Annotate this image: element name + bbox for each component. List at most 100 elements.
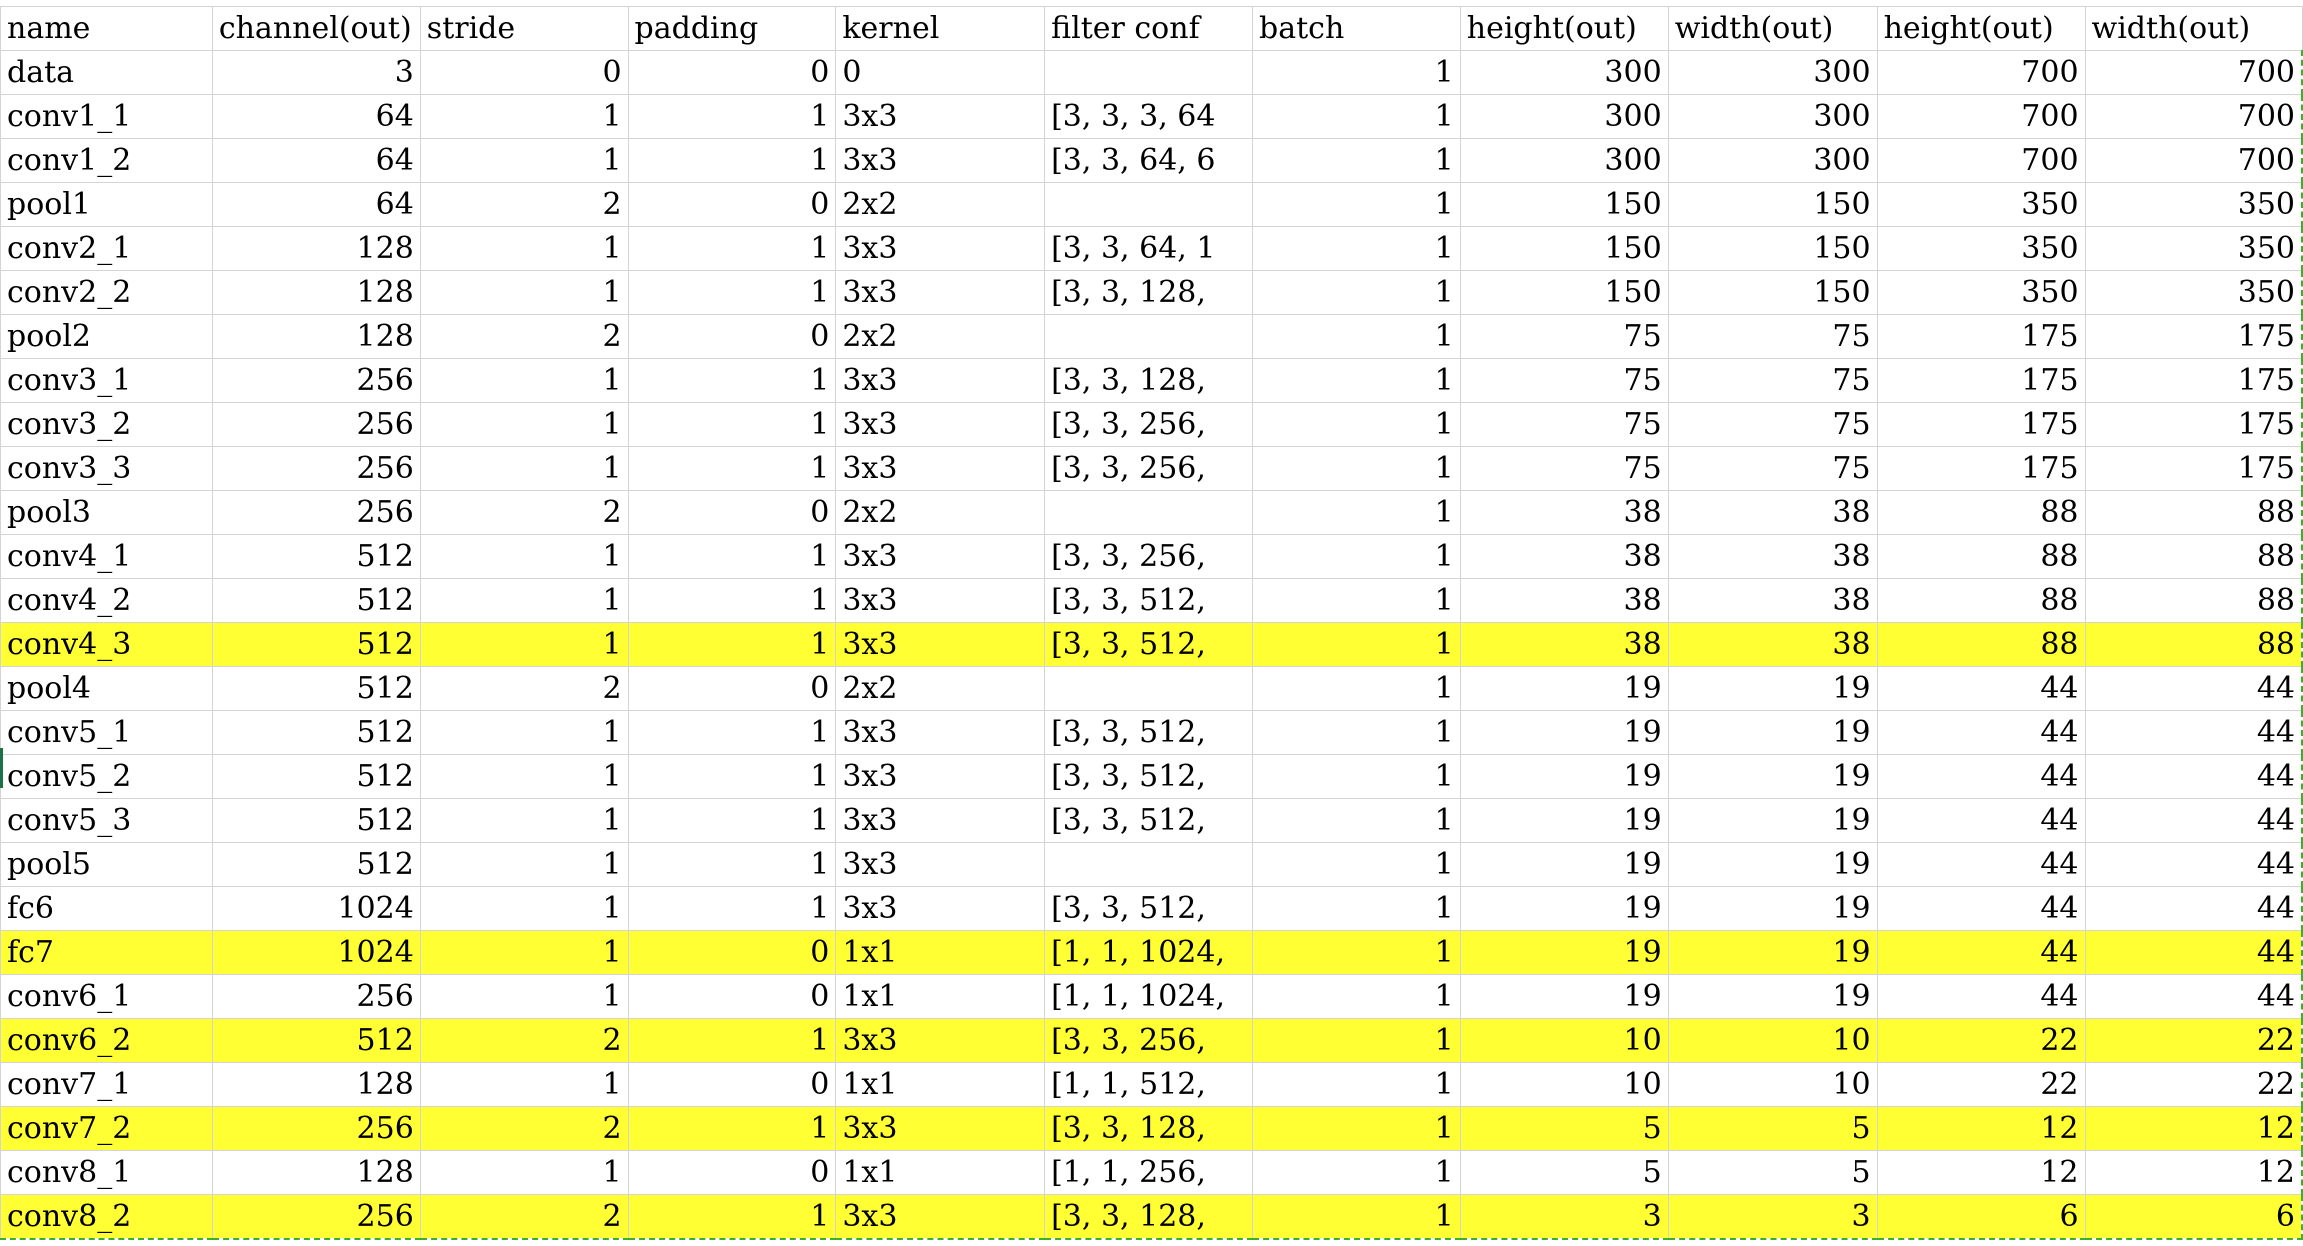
cell-name[interactable]: conv3_1 (0, 358, 213, 403)
cell-width-out-2[interactable]: 350 (2084, 226, 2303, 271)
cell-name[interactable]: conv6_1 (0, 974, 213, 1019)
cell-width-out-2[interactable]: 22 (2084, 1062, 2303, 1107)
cell-height-out-1[interactable]: 3 (1459, 1194, 1669, 1240)
cell-stride[interactable]: 1 (419, 974, 629, 1019)
cell-kernel[interactable]: 1x1 (835, 1150, 1046, 1195)
cell-width-out-2[interactable]: 350 (2084, 182, 2303, 227)
cell-batch[interactable]: 1 (1252, 138, 1461, 183)
cell-kernel[interactable]: 1x1 (835, 974, 1046, 1019)
cell-name[interactable]: conv1_1 (0, 94, 213, 139)
cell-kernel[interactable]: 3x3 (835, 358, 1046, 403)
cell-kernel[interactable]: 3x3 (835, 798, 1046, 843)
cell-kernel[interactable]: 3x3 (835, 622, 1046, 667)
cell-height-out-2[interactable]: 44 (1876, 666, 2086, 711)
cell-width-out-1[interactable]: 150 (1667, 182, 1878, 227)
cell-height-out-1[interactable]: 150 (1459, 226, 1669, 271)
cell-filter-conf[interactable]: [3, 3, 512, (1044, 798, 1254, 843)
cell-channel[interactable]: 128 (211, 314, 421, 359)
cell-filter-conf[interactable]: [3, 3, 128, (1044, 358, 1254, 403)
cell-width-out-2[interactable]: 44 (2084, 930, 2303, 975)
cell-width-out-1[interactable]: 5 (1667, 1106, 1878, 1151)
cell-width-out-2[interactable]: 44 (2084, 710, 2303, 755)
cell-kernel[interactable]: 3x3 (835, 842, 1046, 887)
cell-kernel[interactable]: 0 (835, 50, 1046, 95)
cell-name[interactable]: data (0, 50, 213, 95)
cell-batch[interactable]: 1 (1252, 358, 1461, 403)
cell-name[interactable]: pool5 (0, 842, 213, 887)
cell-stride[interactable]: 1 (419, 622, 629, 667)
cell-width-out-2[interactable]: 88 (2084, 534, 2303, 579)
cell-stride[interactable]: 1 (419, 754, 629, 799)
cell-name[interactable]: conv6_2 (0, 1018, 213, 1063)
cell-channel[interactable]: 256 (211, 1106, 421, 1151)
cell-width-out-1[interactable]: 150 (1667, 226, 1878, 271)
cell-height-out-2[interactable]: 44 (1876, 842, 2086, 887)
cell-padding[interactable]: 1 (627, 402, 837, 447)
cell-height-out-2[interactable]: 175 (1876, 358, 2086, 403)
cell-batch[interactable]: 1 (1252, 402, 1461, 447)
cell-name[interactable]: conv1_2 (0, 138, 213, 183)
cell-channel[interactable]: 64 (211, 182, 421, 227)
cell-name[interactable]: conv8_1 (0, 1150, 213, 1195)
cell-width-out-2[interactable]: 700 (2084, 50, 2303, 95)
cell-stride[interactable]: 2 (419, 314, 629, 359)
cell-batch[interactable]: 1 (1252, 754, 1461, 799)
cell-batch[interactable]: 1 (1252, 314, 1461, 359)
cell-channel[interactable]: 1024 (211, 886, 421, 931)
cell-batch[interactable]: 1 (1252, 94, 1461, 139)
cell-padding[interactable]: 1 (627, 1018, 837, 1063)
cell-height-out-1[interactable]: 19 (1459, 710, 1669, 755)
cell-width-out-2[interactable]: 44 (2084, 886, 2303, 931)
cell-width-out-1[interactable]: 5 (1667, 1150, 1878, 1195)
cell-stride[interactable]: 2 (419, 1018, 629, 1063)
cell-width-out-1[interactable]: 10 (1667, 1018, 1878, 1063)
cell-height-out-1[interactable]: 10 (1459, 1062, 1669, 1107)
cell-channel[interactable]: 512 (211, 754, 421, 799)
cell-width-out-1[interactable]: 19 (1667, 886, 1878, 931)
cell-width-out-1[interactable]: 300 (1667, 138, 1878, 183)
header-cell-width-out-2[interactable]: width(out) (2084, 6, 2303, 51)
cell-padding[interactable]: 1 (627, 138, 837, 183)
cell-batch[interactable]: 1 (1252, 1062, 1461, 1107)
cell-batch[interactable]: 1 (1252, 930, 1461, 975)
cell-filter-conf[interactable] (1044, 666, 1254, 711)
cell-height-out-2[interactable]: 44 (1876, 930, 2086, 975)
cell-padding[interactable]: 1 (627, 578, 837, 623)
cell-channel[interactable]: 512 (211, 578, 421, 623)
cell-channel[interactable]: 256 (211, 402, 421, 447)
cell-kernel[interactable]: 2x2 (835, 314, 1046, 359)
cell-width-out-2[interactable]: 175 (2084, 314, 2303, 359)
cell-filter-conf[interactable]: [3, 3, 512, (1044, 578, 1254, 623)
cell-batch[interactable]: 1 (1252, 842, 1461, 887)
cell-filter-conf[interactable] (1044, 182, 1254, 227)
cell-filter-conf[interactable] (1044, 490, 1254, 535)
cell-channel[interactable]: 256 (211, 358, 421, 403)
cell-width-out-1[interactable]: 38 (1667, 534, 1878, 579)
cell-width-out-2[interactable]: 44 (2084, 842, 2303, 887)
cell-filter-conf[interactable]: [1, 1, 1024, (1044, 930, 1254, 975)
cell-channel[interactable]: 64 (211, 138, 421, 183)
cell-batch[interactable]: 1 (1252, 578, 1461, 623)
cell-channel[interactable]: 512 (211, 710, 421, 755)
cell-height-out-2[interactable]: 175 (1876, 402, 2086, 447)
cell-width-out-1[interactable]: 19 (1667, 930, 1878, 975)
cell-channel[interactable]: 512 (211, 666, 421, 711)
cell-filter-conf[interactable]: [3, 3, 512, (1044, 754, 1254, 799)
cell-height-out-1[interactable]: 150 (1459, 270, 1669, 315)
cell-width-out-2[interactable]: 700 (2084, 138, 2303, 183)
cell-height-out-2[interactable]: 44 (1876, 798, 2086, 843)
cell-channel[interactable]: 64 (211, 94, 421, 139)
header-cell-width-out-1[interactable]: width(out) (1667, 6, 1878, 51)
cell-channel[interactable]: 1024 (211, 930, 421, 975)
cell-width-out-2[interactable]: 175 (2084, 358, 2303, 403)
cell-name[interactable]: conv4_3 (0, 622, 213, 667)
cell-padding[interactable]: 0 (627, 1062, 837, 1107)
cell-width-out-1[interactable]: 19 (1667, 842, 1878, 887)
cell-width-out-2[interactable]: 44 (2084, 974, 2303, 1019)
cell-filter-conf[interactable] (1044, 842, 1254, 887)
cell-padding[interactable]: 0 (627, 930, 837, 975)
cell-stride[interactable]: 2 (419, 1194, 629, 1240)
cell-padding[interactable]: 0 (627, 50, 837, 95)
cell-height-out-2[interactable]: 700 (1876, 138, 2086, 183)
cell-width-out-2[interactable]: 175 (2084, 446, 2303, 491)
